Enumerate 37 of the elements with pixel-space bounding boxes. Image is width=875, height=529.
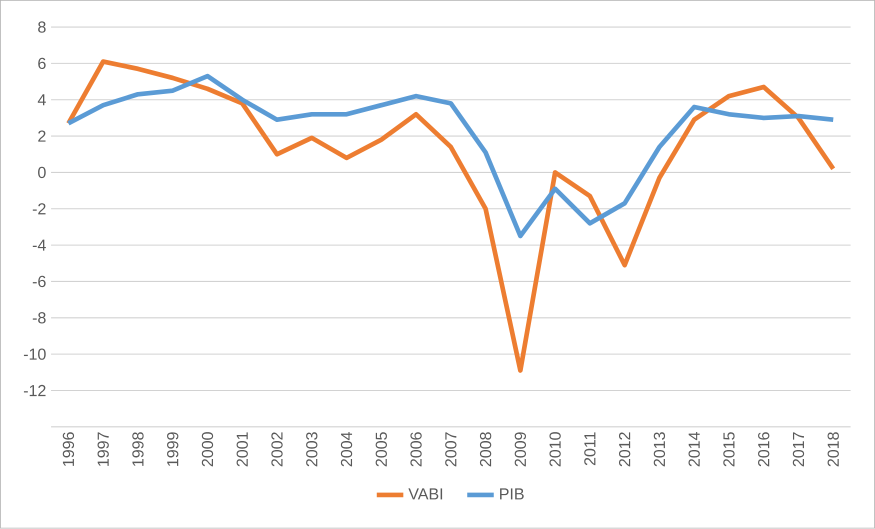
x-tick-label: 2008 <box>480 432 492 467</box>
x-tick-label: 1998 <box>132 432 144 466</box>
x-tick-label: 2009 <box>514 432 526 467</box>
x-tick-label: 2006 <box>410 432 422 467</box>
y-tick-label: -6 <box>32 276 46 288</box>
x-tick-label: 2018 <box>828 432 839 467</box>
x-tick-label: 2002 <box>271 432 283 467</box>
x-tick-label: 1996 <box>62 432 74 466</box>
x-tick-label: 2015 <box>723 432 735 467</box>
x-tick-label: 2001 <box>236 432 248 467</box>
legend-label: VABI <box>408 488 442 500</box>
x-tick-label: 2013 <box>654 432 666 467</box>
x-tick-label: 2003 <box>306 432 318 467</box>
y-tick-label: 2 <box>38 130 46 142</box>
x-tick-label: 2014 <box>688 432 700 467</box>
x-tick-label: 2011 <box>584 432 596 466</box>
legend-label: PIB <box>500 488 524 500</box>
y-tick-label: 8 <box>38 22 46 33</box>
y-tick-label: -8 <box>32 312 46 324</box>
y-tick-label: 6 <box>38 58 46 70</box>
y-tick-label: -10 <box>24 348 46 360</box>
y-tick-label: -12 <box>24 385 46 396</box>
x-tick-label: 2004 <box>340 432 352 467</box>
y-tick-label: -2 <box>32 203 46 215</box>
y-tick-label: 0 <box>38 167 46 178</box>
x-tick-label: 2010 <box>549 432 561 467</box>
x-tick-label: 2000 <box>202 432 214 467</box>
x-tick-label: 2007 <box>445 432 456 467</box>
y-tick-label: 4 <box>38 94 46 106</box>
x-tick-label: 2012 <box>618 432 630 467</box>
x-tick-label: 2005 <box>376 432 387 467</box>
x-tick-label: 2016 <box>758 432 770 467</box>
line-series <box>66 59 836 374</box>
x-tick-label: 2017 <box>792 432 804 467</box>
x-tick-label: 1997 <box>98 432 109 466</box>
y-tick-label: -4 <box>32 240 46 251</box>
x-tick-label: 1999 <box>167 432 178 466</box>
